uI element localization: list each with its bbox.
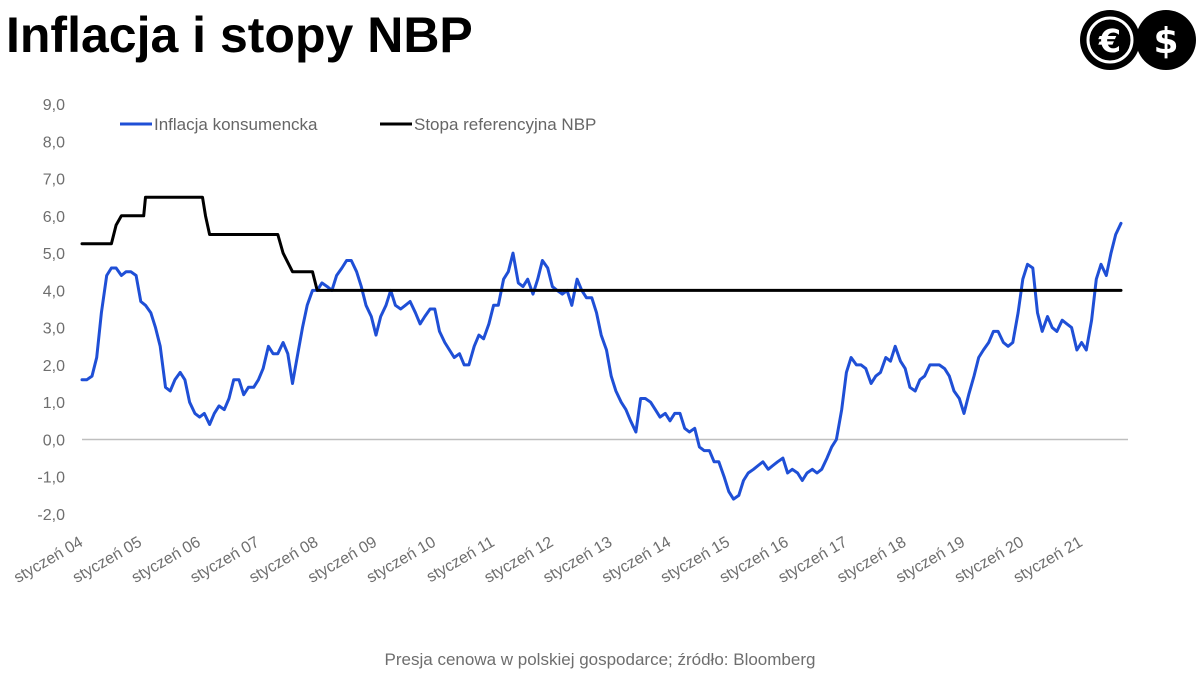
- y-tick-label: 4,0: [43, 283, 65, 300]
- y-tick-label: 0,0: [43, 432, 65, 449]
- dollar-glyph: $: [1153, 21, 1178, 62]
- y-tick-label: 8,0: [43, 134, 65, 151]
- y-tick-label: 9,0: [43, 97, 65, 114]
- y-tick-label: 7,0: [43, 172, 65, 189]
- y-tick-label: 1,0: [43, 395, 65, 412]
- y-tick-label: -2,0: [37, 507, 65, 524]
- y-tick-label: -1,0: [37, 470, 65, 487]
- dollar-coin-icon: [1136, 10, 1196, 70]
- series-line-inflation: [80, 221, 1123, 501]
- series-group: [80, 195, 1123, 501]
- y-tick-label: 5,0: [43, 246, 65, 263]
- series-line-reference-rate: [80, 195, 1123, 292]
- y-tick-label: 3,0: [43, 321, 65, 338]
- source-caption: Presja cenowa w polskiej gospodarce; źró…: [384, 650, 816, 669]
- y-tick-label: 6,0: [43, 209, 65, 226]
- y-tick-label: 2,0: [43, 358, 65, 375]
- y-axis: -2,0 -1,0 0,0 1,0 2,0 3,0 4,0 5,0 6,0 7,0 8,0 9,0: [37, 97, 65, 524]
- euro-glyph: €: [1098, 22, 1121, 60]
- euro-dollar-logo-icon: € $: [1080, 10, 1196, 70]
- legend-label-inflation: Inflacja konsumencka: [154, 115, 318, 134]
- legend: Inflacja konsumencka Stopa referencyjna …: [120, 115, 596, 134]
- legend-label-rate: Stopa referencyjna NBP: [414, 115, 596, 134]
- page-title: Inflacja i stopy NBP: [6, 7, 473, 63]
